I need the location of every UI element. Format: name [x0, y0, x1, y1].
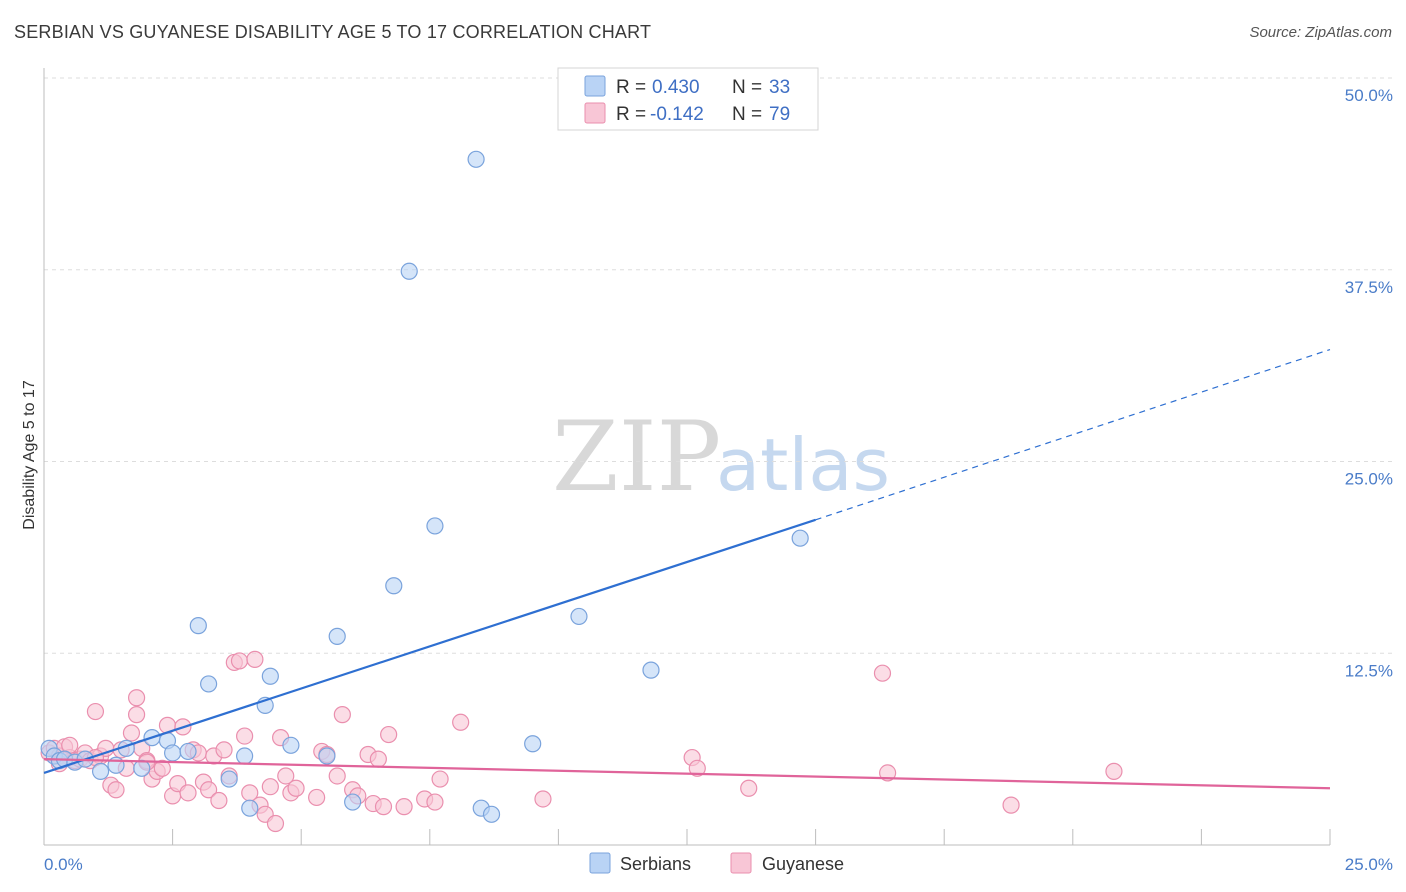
guyanese-point	[236, 727, 254, 745]
y-tick-label: 25.0%	[1345, 470, 1393, 489]
serbian-point	[261, 667, 279, 685]
grid	[44, 77, 1393, 654]
guyanese-point	[261, 778, 279, 796]
y-tick-label: 37.5%	[1345, 278, 1393, 297]
guyanese-point	[153, 759, 171, 777]
watermark-zip: ZIP	[552, 401, 721, 513]
serbian-trend-extension	[815, 348, 1331, 521]
guyanese-point	[1105, 762, 1123, 780]
guyanese-point	[246, 650, 264, 668]
trend-lines	[43, 348, 1331, 790]
guyanese-point	[374, 798, 393, 816]
guyanese-point	[534, 790, 552, 808]
guyanese-point	[287, 779, 305, 797]
serbian-r-label: R =	[616, 77, 646, 98]
guyanese-point	[452, 713, 470, 731]
guyanese-point	[230, 652, 249, 670]
serbian-trend-line	[43, 518, 816, 774]
guyanese-point	[86, 702, 105, 721]
guyanese-point	[879, 764, 897, 782]
guyanese-point	[395, 798, 413, 816]
guyanese-swatch	[584, 102, 606, 124]
serbian-point	[241, 799, 259, 817]
guyanese-point	[127, 706, 146, 724]
x-tick-label-max: 25.0%	[1345, 855, 1393, 874]
serbian-r-value: 0.430	[652, 77, 700, 98]
guyanese-point	[210, 791, 228, 810]
guyanese-point	[426, 793, 444, 811]
guyanese-point	[688, 759, 706, 777]
stats-legend: R = 0.430 N = 33 R = -0.142 N = 79	[557, 67, 819, 131]
source-label: Source: ZipAtlas.com	[1249, 24, 1392, 41]
watermark-atlas: atlas	[716, 423, 890, 507]
guyanese-n-label: N =	[732, 104, 762, 125]
guyanese-n-value: 79	[769, 104, 790, 125]
serbian-point	[385, 577, 403, 595]
serbian-n-label: N =	[732, 77, 762, 98]
guyanese-point	[431, 770, 449, 788]
serbian-point	[91, 762, 110, 780]
guyanese-point	[333, 706, 351, 724]
guyanese-point	[179, 784, 197, 802]
serbian-point	[642, 661, 660, 679]
y-axis-label: Disability Age 5 to 17	[21, 380, 38, 530]
guyanese-point	[215, 741, 233, 759]
serbian-point	[164, 744, 182, 762]
axes	[43, 68, 1331, 846]
guyanese-point	[266, 814, 285, 833]
serbian-point	[328, 627, 346, 645]
y-tick-labels: 12.5% 25.0% 37.5% 50.0%	[1345, 86, 1393, 680]
serbian-n-value: 33	[769, 77, 790, 98]
legend-guyanese-label: Guyanese	[762, 854, 844, 874]
serbian-point	[400, 262, 418, 280]
guyanese-point	[200, 781, 218, 799]
guyanese-point	[127, 689, 146, 707]
guyanese-point	[277, 767, 295, 785]
guyanese-point	[380, 725, 398, 744]
serbian-point	[282, 736, 300, 754]
serbian-point	[179, 742, 197, 761]
serbian-point	[200, 675, 218, 693]
watermark: ZIP atlas	[552, 401, 890, 513]
series-legend: Serbians Guyanese	[589, 852, 844, 874]
guyanese-point	[122, 724, 141, 742]
serbian-point	[467, 150, 485, 168]
guyanese-point	[740, 779, 758, 797]
y-tick-label: 12.5%	[1345, 661, 1393, 680]
guyanese-r-value: -0.142	[650, 104, 704, 125]
serbian-point	[189, 617, 207, 635]
serbian-swatch	[584, 75, 606, 97]
y-tick-label: 50.0%	[1345, 86, 1393, 105]
serbian-point	[791, 529, 809, 547]
guyanese-point	[328, 767, 346, 785]
serbian-point	[236, 747, 254, 765]
guyanese-trend-line	[43, 757, 1331, 790]
x-tick-label-min: 0.0%	[44, 855, 83, 874]
serbian-point	[570, 607, 588, 626]
guyanese-point	[873, 664, 892, 682]
legend-serbians-swatch	[589, 852, 611, 874]
chart-title: SERBIAN VS GUYANESE DISABILITY AGE 5 TO …	[14, 22, 652, 42]
serbian-point	[133, 759, 151, 777]
guyanese-point	[308, 788, 326, 807]
serbian-point	[318, 747, 336, 765]
serbian-point	[426, 517, 444, 535]
serbian-point	[344, 793, 362, 811]
serbian-point	[220, 770, 238, 788]
guyanese-point	[1002, 796, 1020, 814]
legend-guyanese-swatch	[730, 852, 752, 874]
guyanese-point	[369, 750, 387, 768]
serbian-point	[482, 805, 501, 823]
guyanese-point	[107, 781, 125, 799]
legend-serbians-label: Serbians	[620, 854, 691, 874]
serbian-point	[524, 735, 542, 753]
guyanese-r-label: R =	[616, 104, 646, 125]
